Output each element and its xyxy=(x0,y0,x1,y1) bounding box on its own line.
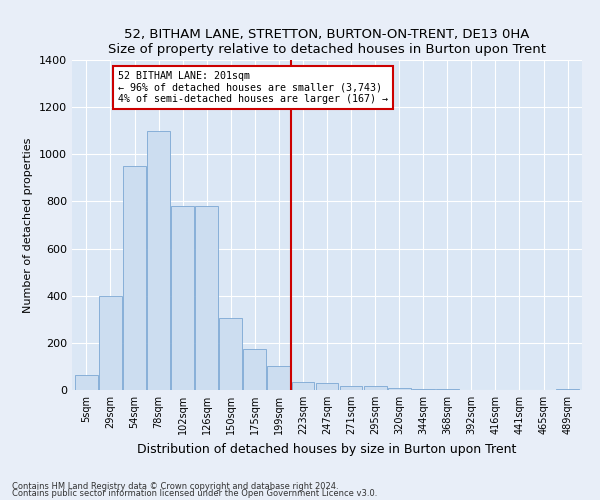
Y-axis label: Number of detached properties: Number of detached properties xyxy=(23,138,34,312)
X-axis label: Distribution of detached houses by size in Burton upon Trent: Distribution of detached houses by size … xyxy=(137,442,517,456)
Bar xyxy=(75,374,98,390)
Text: 52 BITHAM LANE: 201sqm
← 96% of detached houses are smaller (3,743)
4% of semi-d: 52 BITHAM LANE: 201sqm ← 96% of detached… xyxy=(118,70,388,104)
Bar xyxy=(388,388,410,390)
Bar xyxy=(436,389,459,390)
Title: 52, BITHAM LANE, STRETTON, BURTON-ON-TRENT, DE13 0HA
Size of property relative t: 52, BITHAM LANE, STRETTON, BURTON-ON-TRE… xyxy=(108,28,546,56)
Text: Contains public sector information licensed under the Open Government Licence v3: Contains public sector information licen… xyxy=(12,489,377,498)
Bar xyxy=(99,296,122,390)
Bar xyxy=(195,206,218,390)
Bar xyxy=(268,366,290,390)
Text: Contains HM Land Registry data © Crown copyright and database right 2024.: Contains HM Land Registry data © Crown c… xyxy=(12,482,338,491)
Bar xyxy=(147,130,170,390)
Bar xyxy=(244,349,266,390)
Bar xyxy=(171,206,194,390)
Bar xyxy=(292,382,314,390)
Bar xyxy=(316,383,338,390)
Bar xyxy=(340,386,362,390)
Bar xyxy=(123,166,146,390)
Bar xyxy=(556,389,579,390)
Bar xyxy=(364,386,386,390)
Bar xyxy=(412,389,434,390)
Bar xyxy=(220,318,242,390)
